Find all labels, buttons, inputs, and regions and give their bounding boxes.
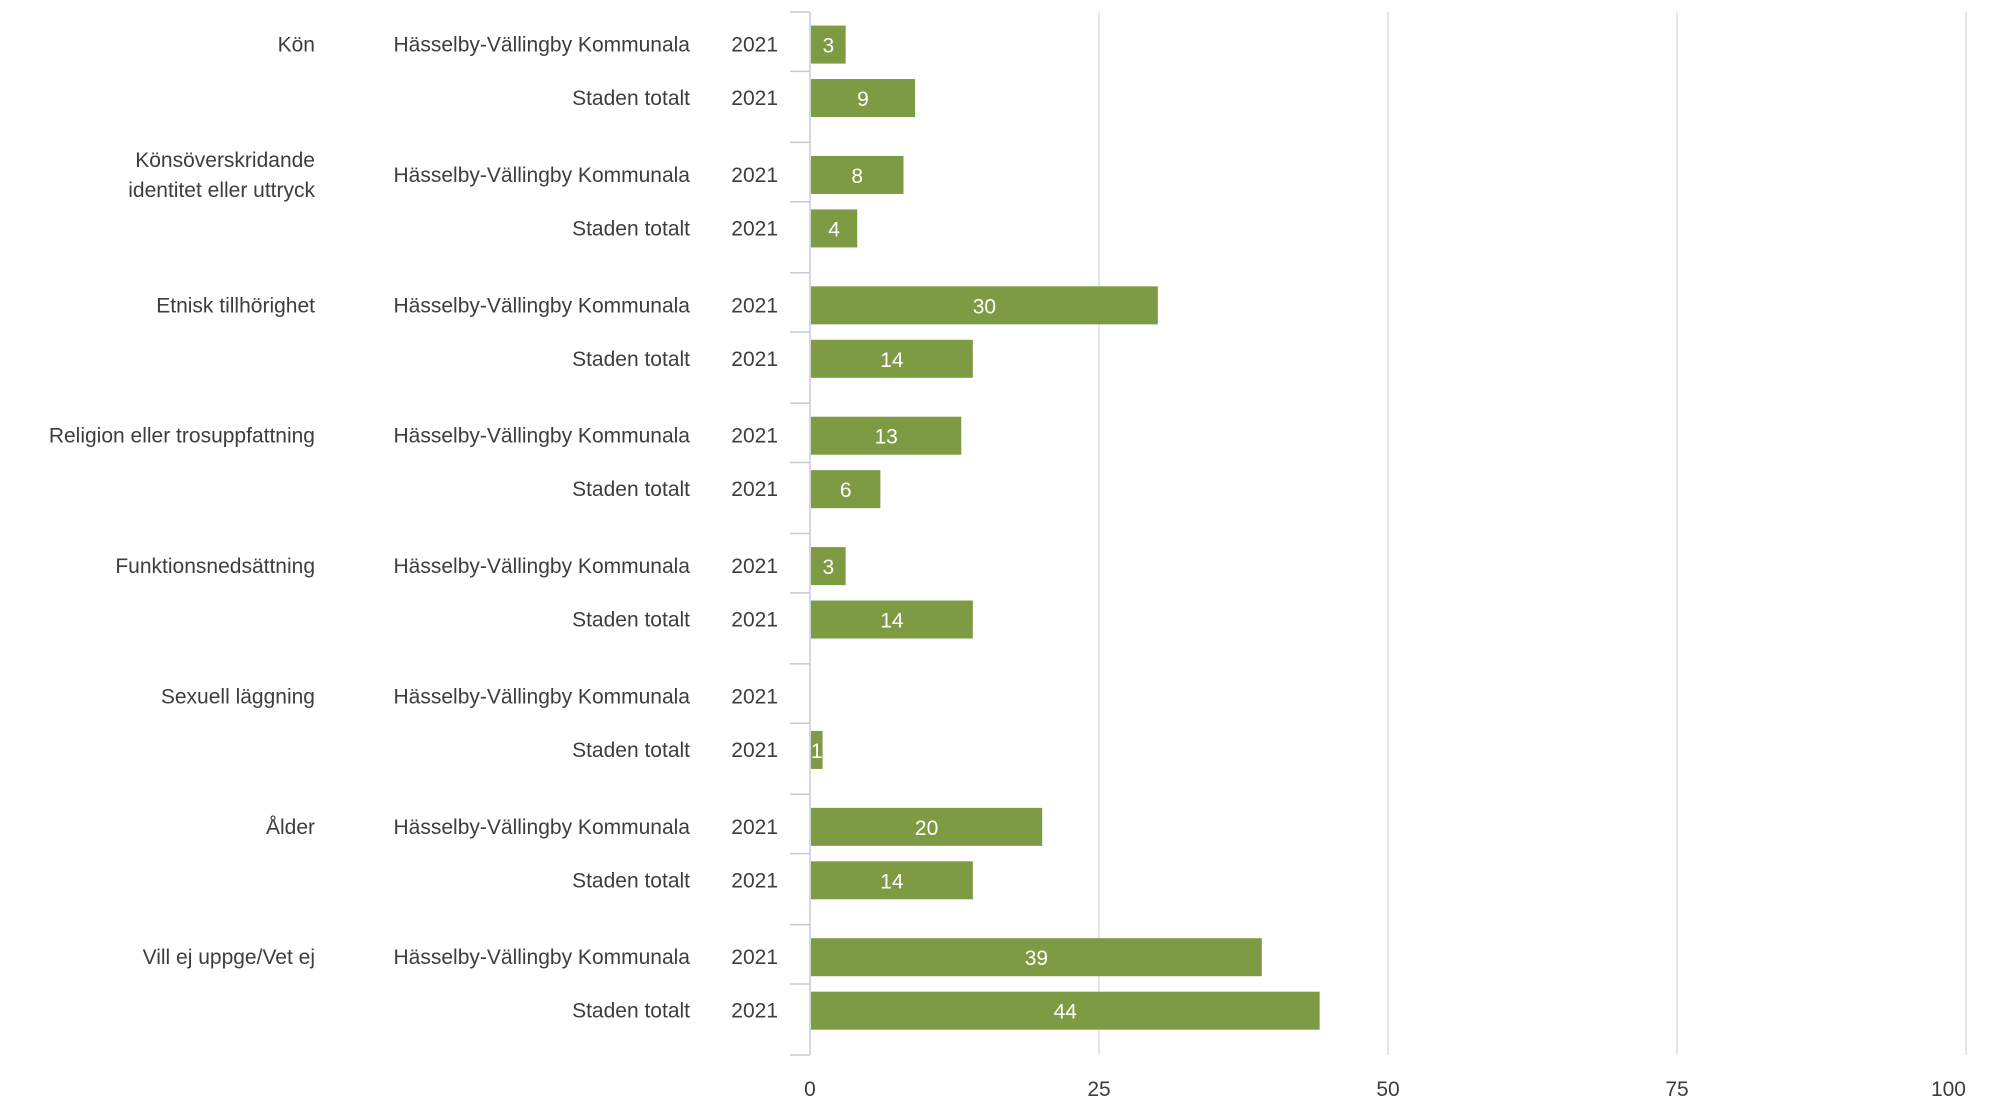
year-label: 2021: [731, 217, 778, 240]
data-label: 44: [1054, 1001, 1078, 1024]
bar: [811, 991, 1320, 1030]
data-label: 3: [822, 556, 834, 579]
group-label: Hässelby-Vällingby Kommunala: [394, 164, 691, 187]
bar: [811, 286, 1158, 325]
category-label: Ålder: [266, 816, 315, 839]
data-label: 4: [828, 218, 840, 241]
category-label: Funktionsnedsättning: [115, 555, 315, 578]
category-label: Könsöverskridande: [135, 149, 315, 172]
bar: [811, 861, 973, 900]
group-label: Staden totalt: [572, 87, 690, 110]
bar: [811, 547, 846, 586]
year-label: 2021: [731, 816, 778, 839]
year-label: 2021: [731, 869, 778, 892]
year-label: 2021: [731, 164, 778, 187]
data-label: 6: [840, 479, 852, 502]
bar: [811, 807, 1043, 846]
group-label: Staden totalt: [572, 609, 690, 632]
category-label: Religion eller trosuppfattning: [49, 425, 315, 448]
data-label: 14: [880, 349, 904, 372]
x-tick-label: 0: [804, 1078, 816, 1098]
data-label: 30: [973, 295, 996, 318]
bar: [811, 416, 962, 455]
x-tick-label: 50: [1376, 1078, 1399, 1098]
category-label: Vill ej uppge/Vet ej: [143, 946, 315, 969]
year-label: 2021: [731, 348, 778, 371]
group-label: Staden totalt: [572, 739, 690, 762]
category-label: Kön: [278, 34, 315, 57]
year-label: 2021: [731, 739, 778, 762]
group-label: Hässelby-Vällingby Kommunala: [394, 816, 691, 839]
group-label: Hässelby-Vällingby Kommunala: [394, 294, 691, 317]
bar: [811, 600, 973, 639]
data-label: 20: [915, 817, 938, 840]
data-label: 13: [874, 426, 897, 449]
bar: [811, 79, 916, 118]
year-label: 2021: [731, 946, 778, 969]
year-label: 2021: [731, 87, 778, 110]
year-label: 2021: [731, 34, 778, 57]
year-label: 2021: [731, 555, 778, 578]
bar: [811, 470, 881, 509]
data-label: 8: [851, 165, 863, 188]
data-label: 14: [880, 610, 904, 633]
data-label: 14: [880, 870, 904, 893]
group-label: Hässelby-Vällingby Kommunala: [394, 34, 691, 57]
year-label: 2021: [731, 425, 778, 448]
bar: [811, 339, 973, 378]
data-label: 3: [822, 35, 834, 58]
category-label: Sexuell läggning: [161, 685, 315, 708]
bar: [811, 730, 823, 769]
data-label: 39: [1025, 947, 1048, 970]
group-label: Hässelby-Vällingby Kommunala: [394, 685, 691, 708]
x-tick-label: 100: [1931, 1078, 1966, 1098]
bar: [811, 938, 1262, 977]
group-label: Hässelby-Vällingby Kommunala: [394, 555, 691, 578]
group-label: Staden totalt: [572, 869, 690, 892]
bar: [811, 209, 858, 248]
group-label: Hässelby-Vällingby Kommunala: [394, 946, 691, 969]
year-label: 2021: [731, 609, 778, 632]
data-label: 9: [857, 88, 869, 111]
year-label: 2021: [731, 685, 778, 708]
bar: [811, 25, 846, 64]
group-label: Staden totalt: [572, 348, 690, 371]
data-label: 1: [811, 740, 823, 763]
year-label: 2021: [731, 478, 778, 501]
year-label: 2021: [731, 1000, 778, 1023]
year-label: 2021: [731, 294, 778, 317]
bar: [811, 155, 904, 194]
category-label: identitet eller uttryck: [128, 179, 315, 202]
group-label: Staden totalt: [572, 217, 690, 240]
group-label: Hässelby-Vällingby Kommunala: [394, 425, 691, 448]
x-tick-label: 75: [1665, 1078, 1688, 1098]
group-label: Staden totalt: [572, 478, 690, 501]
category-label: Etnisk tillhörighet: [156, 294, 315, 317]
x-tick-label: 25: [1087, 1078, 1110, 1098]
group-label: Staden totalt: [572, 1000, 690, 1023]
